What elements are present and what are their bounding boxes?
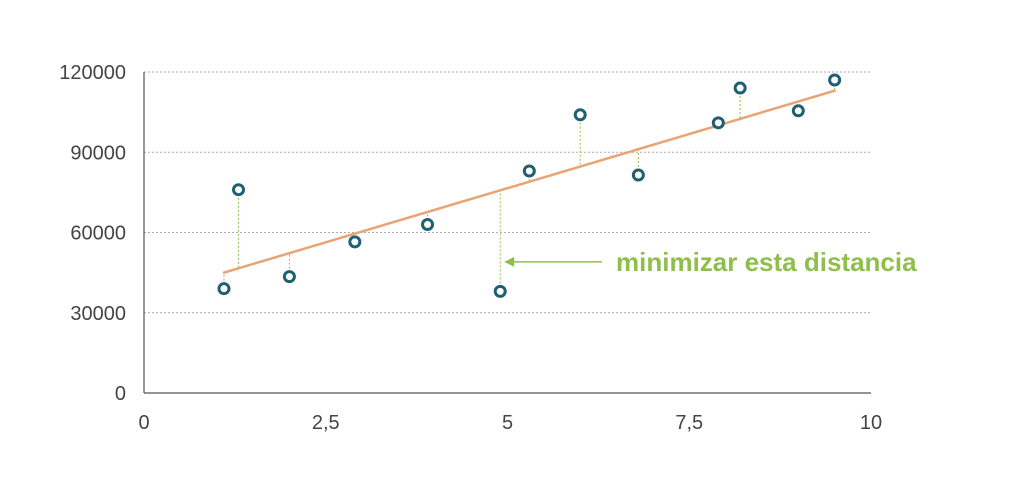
- x-tick-label: 2,5: [312, 412, 340, 434]
- data-point: [493, 284, 507, 298]
- regression-line-group: [222, 89, 836, 274]
- y-tick-label: 0: [115, 383, 126, 405]
- data-point: [573, 108, 587, 122]
- data-point: [733, 81, 747, 95]
- y-tick-label: 120000: [59, 62, 126, 84]
- x-tick-label: 10: [860, 412, 882, 434]
- x-tick-label: 0: [138, 412, 149, 434]
- axes: [143, 72, 871, 394]
- data-point: [421, 217, 435, 231]
- data-point: [217, 282, 231, 296]
- data-point: [711, 116, 725, 130]
- data-point: [631, 168, 645, 182]
- y-tick-label: 60000: [70, 223, 126, 245]
- annotation-arrow-head: [504, 256, 515, 267]
- data-point: [791, 104, 805, 118]
- x-tick-label: 5: [502, 412, 513, 434]
- regression-line: [222, 89, 836, 274]
- data-point: [232, 183, 246, 197]
- grid-lines: [144, 71, 871, 314]
- data-point: [348, 235, 362, 249]
- y-tick-label: 30000: [70, 303, 126, 325]
- annotation-text: minimizar esta distancia: [616, 247, 917, 277]
- tick-labels: 0 30000 60000 90000 120000 0 2,5 5 7,5 10: [59, 62, 882, 434]
- x-tick-label: 7,5: [675, 412, 703, 434]
- data-point: [828, 73, 842, 87]
- data-point: [282, 270, 296, 284]
- data-point: [522, 164, 536, 178]
- data-points: [217, 73, 842, 298]
- annotation-group: minimizar esta distancia: [504, 247, 917, 277]
- y-tick-label: 90000: [70, 142, 126, 164]
